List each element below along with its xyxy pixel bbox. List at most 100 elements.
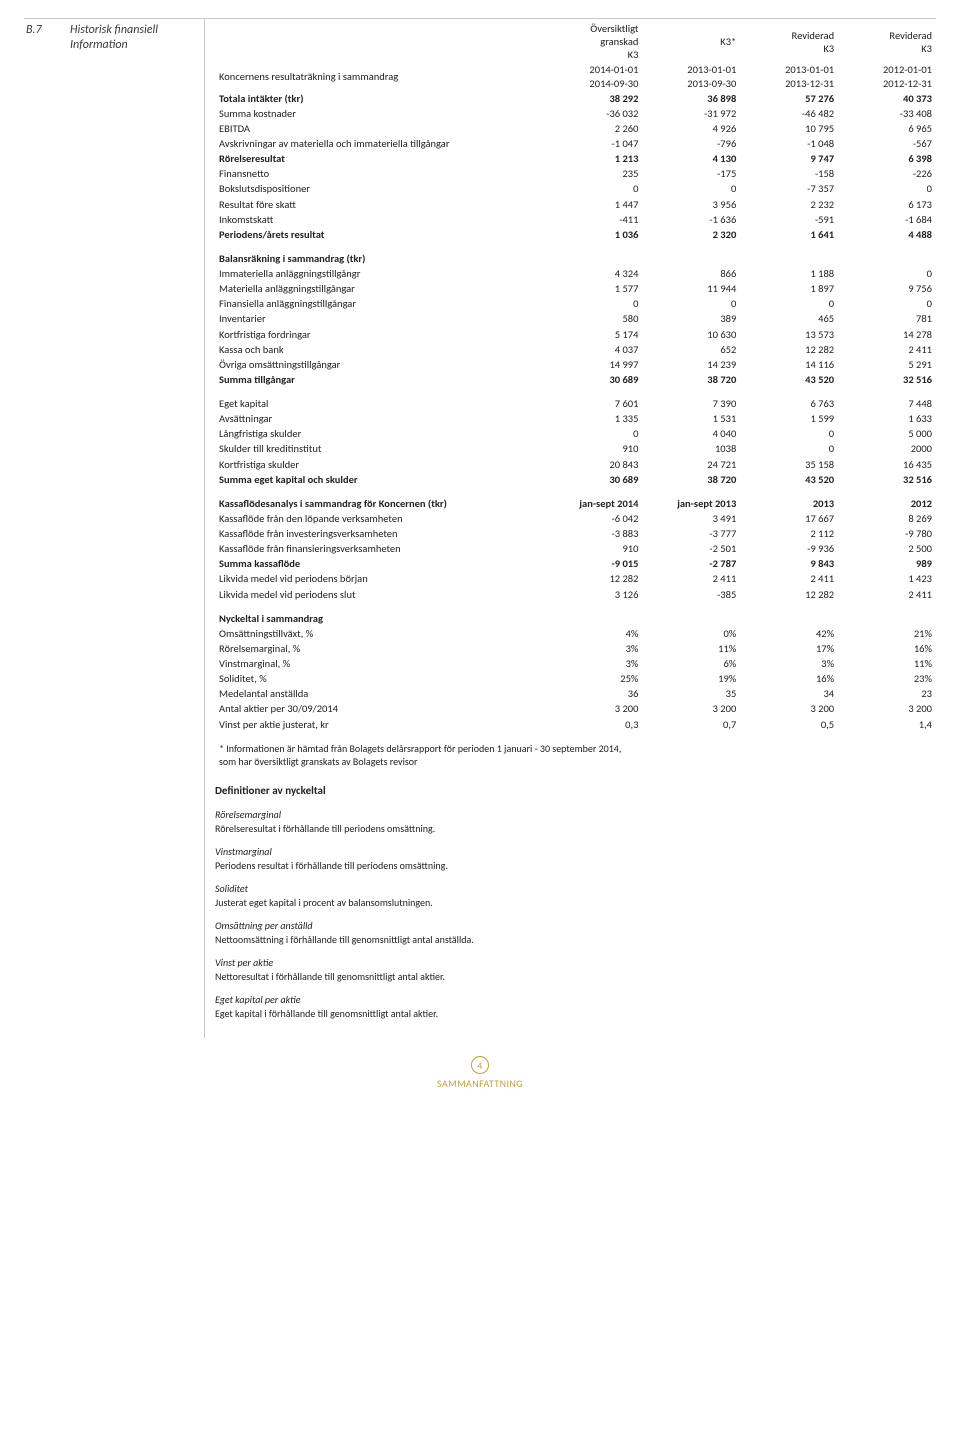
table-cell: 11% [642,641,740,656]
table-cell: 0 [838,296,936,311]
table-cell: -385 [642,587,740,602]
table-row: Eget kapital7 6017 3906 7637 448 [215,396,936,411]
table-cell: 866 [642,266,740,281]
table-cell: 1 213 [545,151,643,166]
table-cell: 6 173 [838,197,936,212]
table-cell: 14 116 [740,357,838,372]
table-cell: 1 641 [740,227,838,242]
row-label: Kassaflöde från investeringsverksamheten [215,526,545,541]
table-cell: 4 040 [642,426,740,441]
table-cell: 4 488 [838,227,936,242]
row-label: Rörelseresultat [215,151,545,166]
section-title: Historisk finansiell Information [68,19,204,1038]
table-cell: 40 373 [838,91,936,106]
table-cell: -36 032 [545,106,643,121]
page-number: 4 [471,1056,489,1074]
table-cell: 5 174 [545,327,643,342]
table-row: Inkomstskatt-411-1 636-591-1 684 [215,212,936,227]
row-label: Soliditet, % [215,671,545,686]
table-row: Övriga omsättningstillgångar14 99714 239… [215,357,936,372]
table-row: Kassaflödesanalys i sammandrag för Konce… [215,496,936,511]
table-cell: 0 [545,296,643,311]
table-cell [545,611,643,626]
table-cell: 2 411 [838,342,936,357]
table-row: ÖversiktligtgranskadK3K3*RevideradK3Revi… [215,21,936,62]
table-row: Nyckeltal i sammandrag [215,611,936,626]
table-cell: 6% [642,656,740,671]
table-cell: 12 282 [740,587,838,602]
table-cell: 0,7 [642,717,740,732]
table-cell: 43 520 [740,472,838,487]
table-cell: 10 795 [740,121,838,136]
col-header: K3* [642,21,740,62]
table-cell: 12 282 [740,342,838,357]
table-cell: -46 482 [740,106,838,121]
table-cell: 30 689 [545,472,643,487]
table-row: Materiella anläggningstillgångar1 57711 … [215,281,936,296]
table-cell: -591 [740,212,838,227]
row-label: Medelantal anställda [215,686,545,701]
table-cell: 1 599 [740,411,838,426]
definition-term: Vinstmarginal [215,845,936,859]
row-label: Summa kassaflöde [215,556,545,571]
table-cell: 7 601 [545,396,643,411]
row-label: Kortfristiga fordringar [215,327,545,342]
row-label: Bokslutsdispositioner [215,181,545,196]
table-cell: 17% [740,641,838,656]
row-label: Antal aktier per 30/09/2014 [215,701,545,716]
table-cell [215,21,545,62]
spacer [215,387,936,396]
table-cell: 3 200 [545,701,643,716]
section-label: Nyckeltal i sammandrag [215,611,545,626]
table-row: Periodens/årets resultat1 0362 3201 6414… [215,227,936,242]
table-cell: -1 048 [740,136,838,151]
table-cell [545,251,643,266]
table-cell: 2012 [838,496,936,511]
table-cell: -175 [642,166,740,181]
row-label: Summa tillgångar [215,372,545,387]
table-cell: 2012-01-012012-12-31 [838,62,936,90]
row-label: Totala intäkter (tkr) [215,91,545,106]
table-cell: -7 357 [740,181,838,196]
table-cell: 10 630 [642,327,740,342]
table-cell: 6 398 [838,151,936,166]
table-row: Kassaflöde från den löpande verksamheten… [215,511,936,526]
table-cell: 0 [740,426,838,441]
page-footer: 4 SAMMANFATTNING [24,1056,936,1090]
table-cell: 0,3 [545,717,643,732]
table-cell: -567 [838,136,936,151]
table-cell: 781 [838,311,936,326]
row-label: Kortfristiga skulder [215,457,545,472]
table-cell: 21% [838,626,936,641]
table-row: Kortfristiga skulder20 84324 72135 15816… [215,457,936,472]
row-label: Avsättningar [215,411,545,426]
table-cell: 1 447 [545,197,643,212]
table-cell: 11% [838,656,936,671]
table-row: Koncernens resultaträkning i sammandrag2… [215,62,936,90]
row-label: Avskrivningar av materiella och immateri… [215,136,545,151]
table-cell: 4 926 [642,121,740,136]
table-row: Kortfristiga fordringar5 17410 63013 573… [215,327,936,342]
table-cell: 1 423 [838,571,936,586]
section-label: Balansräkning i sammandrag (tkr) [215,251,545,266]
table-row: Likvida medel vid periodens början12 282… [215,571,936,586]
table-cell: 0 [545,426,643,441]
table-cell [838,251,936,266]
row-label: Inventarier [215,311,545,326]
table-cell: 25% [545,671,643,686]
table-cell: 3 200 [642,701,740,716]
table-cell: 35 158 [740,457,838,472]
table-cell: -226 [838,166,936,181]
table-cell: 2 411 [740,571,838,586]
row-label: Långfristiga skulder [215,426,545,441]
table-cell: 0 [642,296,740,311]
table-cell: 1038 [642,441,740,456]
table-row: Summa kassaflöde-9 015-2 7879 843989 [215,556,936,571]
row-label: Kassaflöde från finansieringsverksamhete… [215,541,545,556]
table-cell: 43 520 [740,372,838,387]
row-label: Skulder till kreditinstitut [215,441,545,456]
page: B.7 Historisk finansiell Information Öve… [0,0,960,1114]
table-cell: 389 [642,311,740,326]
table-row: Summa kostnader-36 032-31 972-46 482-33 … [215,106,936,121]
table-cell: 2013-01-012013-09-30 [642,62,740,90]
